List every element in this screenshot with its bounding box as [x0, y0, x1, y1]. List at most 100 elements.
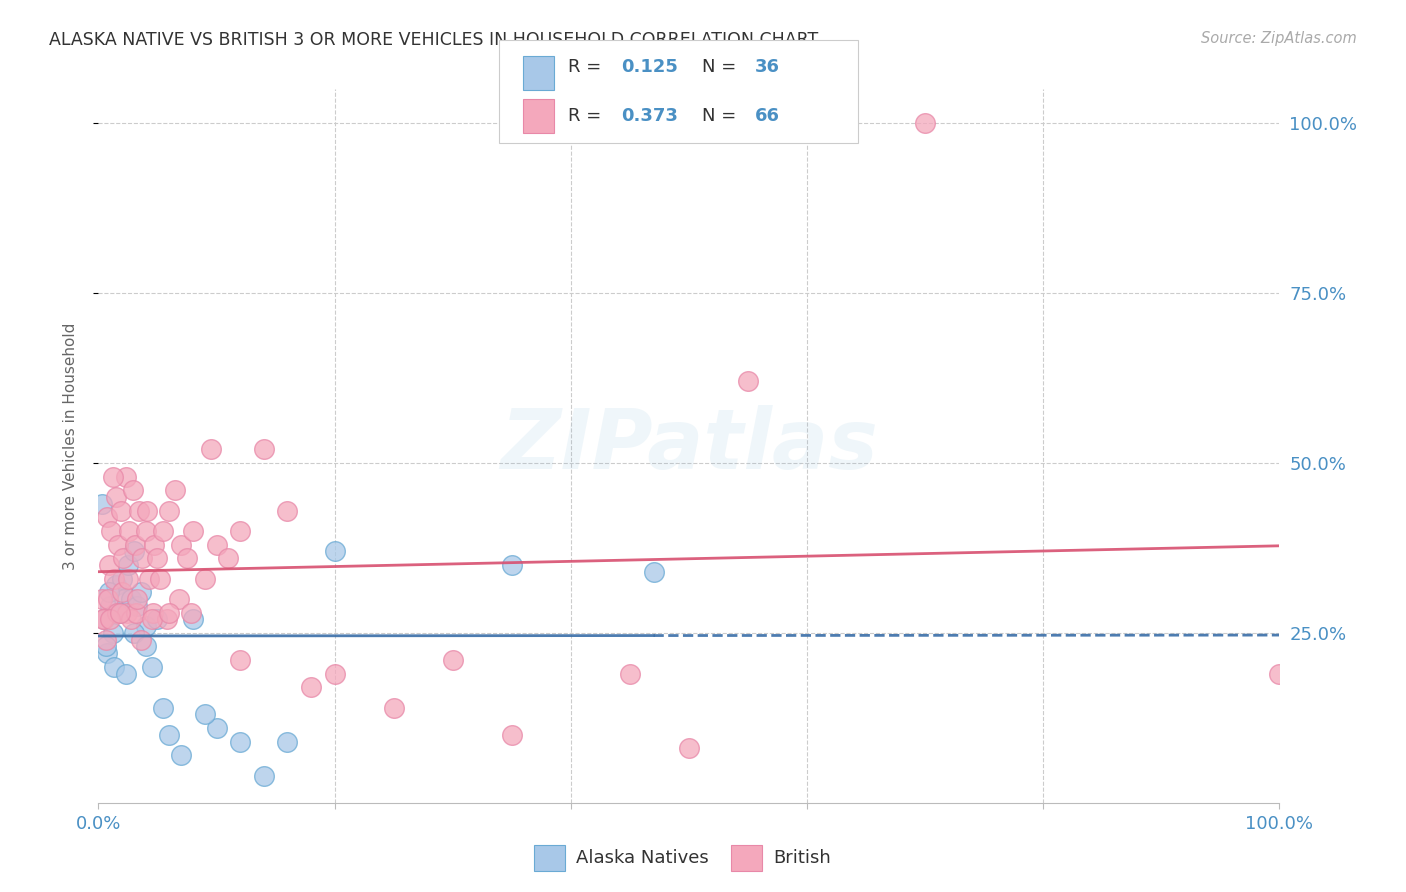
Point: [91, 591, 114, 606]
Point: [107, 606, 129, 620]
Point: [194, 707, 217, 722]
Point: [112, 591, 135, 606]
Point: [217, 551, 239, 566]
Point: [98, 558, 121, 572]
Point: [117, 572, 139, 586]
Point: [142, 537, 165, 551]
Point: [114, 666, 136, 681]
Text: British: British: [773, 849, 831, 867]
Text: ZIPatlas: ZIPatlas: [501, 406, 877, 486]
Point: [205, 537, 228, 551]
Point: [229, 653, 252, 667]
Point: [105, 490, 128, 504]
Point: [98, 599, 121, 613]
Point: [114, 469, 136, 483]
Point: [103, 572, 125, 586]
Point: [157, 728, 180, 742]
Point: [108, 606, 131, 620]
Point: [93, 612, 115, 626]
Point: [127, 599, 149, 613]
Point: [149, 572, 172, 586]
Point: [170, 748, 193, 763]
Point: [112, 551, 135, 566]
Point: [135, 524, 157, 538]
Point: [276, 503, 298, 517]
Text: Alaska Natives: Alaska Natives: [576, 849, 709, 867]
Point: [501, 558, 523, 572]
Point: [121, 612, 143, 626]
Point: [146, 551, 169, 566]
Point: [91, 612, 114, 626]
Point: [129, 632, 152, 647]
Text: Source: ZipAtlas.com: Source: ZipAtlas.com: [1201, 31, 1357, 46]
Point: [125, 606, 148, 620]
Point: [91, 497, 114, 511]
Point: [205, 721, 228, 735]
Point: [1268, 666, 1291, 681]
Point: [131, 551, 153, 566]
Point: [176, 551, 198, 566]
Point: [135, 640, 157, 654]
Point: [382, 700, 405, 714]
Text: R =: R =: [568, 107, 607, 125]
Point: [678, 741, 700, 756]
Point: [97, 591, 120, 606]
Text: N =: N =: [702, 107, 741, 125]
Point: [107, 537, 129, 551]
Point: [121, 591, 143, 606]
Text: 36: 36: [755, 58, 780, 76]
Point: [98, 612, 121, 626]
Point: [737, 375, 759, 389]
Point: [94, 640, 117, 654]
Point: [253, 769, 276, 783]
Point: [103, 660, 125, 674]
Point: [194, 572, 217, 586]
Point: [276, 734, 298, 748]
Point: [101, 469, 124, 483]
Point: [619, 666, 641, 681]
Text: ALASKA NATIVE VS BRITISH 3 OR MORE VEHICLES IN HOUSEHOLD CORRELATION CHART: ALASKA NATIVE VS BRITISH 3 OR MORE VEHIC…: [49, 31, 818, 49]
Point: [129, 585, 152, 599]
Point: [117, 558, 139, 572]
Point: [141, 660, 163, 674]
Text: R =: R =: [568, 58, 607, 76]
Y-axis label: 3 or more Vehicles in Household: 3 or more Vehicles in Household: [63, 322, 77, 570]
Point: [156, 612, 179, 626]
Point: [229, 524, 252, 538]
Point: [165, 483, 187, 498]
Point: [93, 612, 115, 626]
Point: [128, 503, 150, 517]
Point: [127, 591, 149, 606]
Point: [157, 606, 180, 620]
Point: [180, 606, 202, 620]
Point: [111, 572, 134, 586]
Point: [441, 653, 464, 667]
Point: [111, 585, 134, 599]
Point: [135, 619, 157, 633]
Point: [142, 606, 165, 620]
Point: [118, 524, 141, 538]
Point: [181, 612, 204, 626]
Point: [200, 442, 222, 457]
Point: [98, 585, 121, 599]
Text: 0.373: 0.373: [621, 107, 678, 125]
Point: [914, 116, 936, 130]
Point: [115, 606, 138, 620]
Point: [643, 565, 665, 579]
Point: [152, 524, 174, 538]
Point: [101, 626, 124, 640]
Point: [110, 503, 132, 517]
Point: [138, 572, 160, 586]
Point: [94, 632, 117, 647]
Point: [105, 578, 128, 592]
Point: [121, 483, 143, 498]
Point: [135, 503, 157, 517]
Point: [141, 612, 163, 626]
Point: [167, 591, 190, 606]
Text: 0.125: 0.125: [621, 58, 678, 76]
Point: [323, 666, 346, 681]
Text: 66: 66: [755, 107, 780, 125]
Point: [96, 510, 118, 524]
Point: [108, 606, 131, 620]
Point: [181, 524, 204, 538]
